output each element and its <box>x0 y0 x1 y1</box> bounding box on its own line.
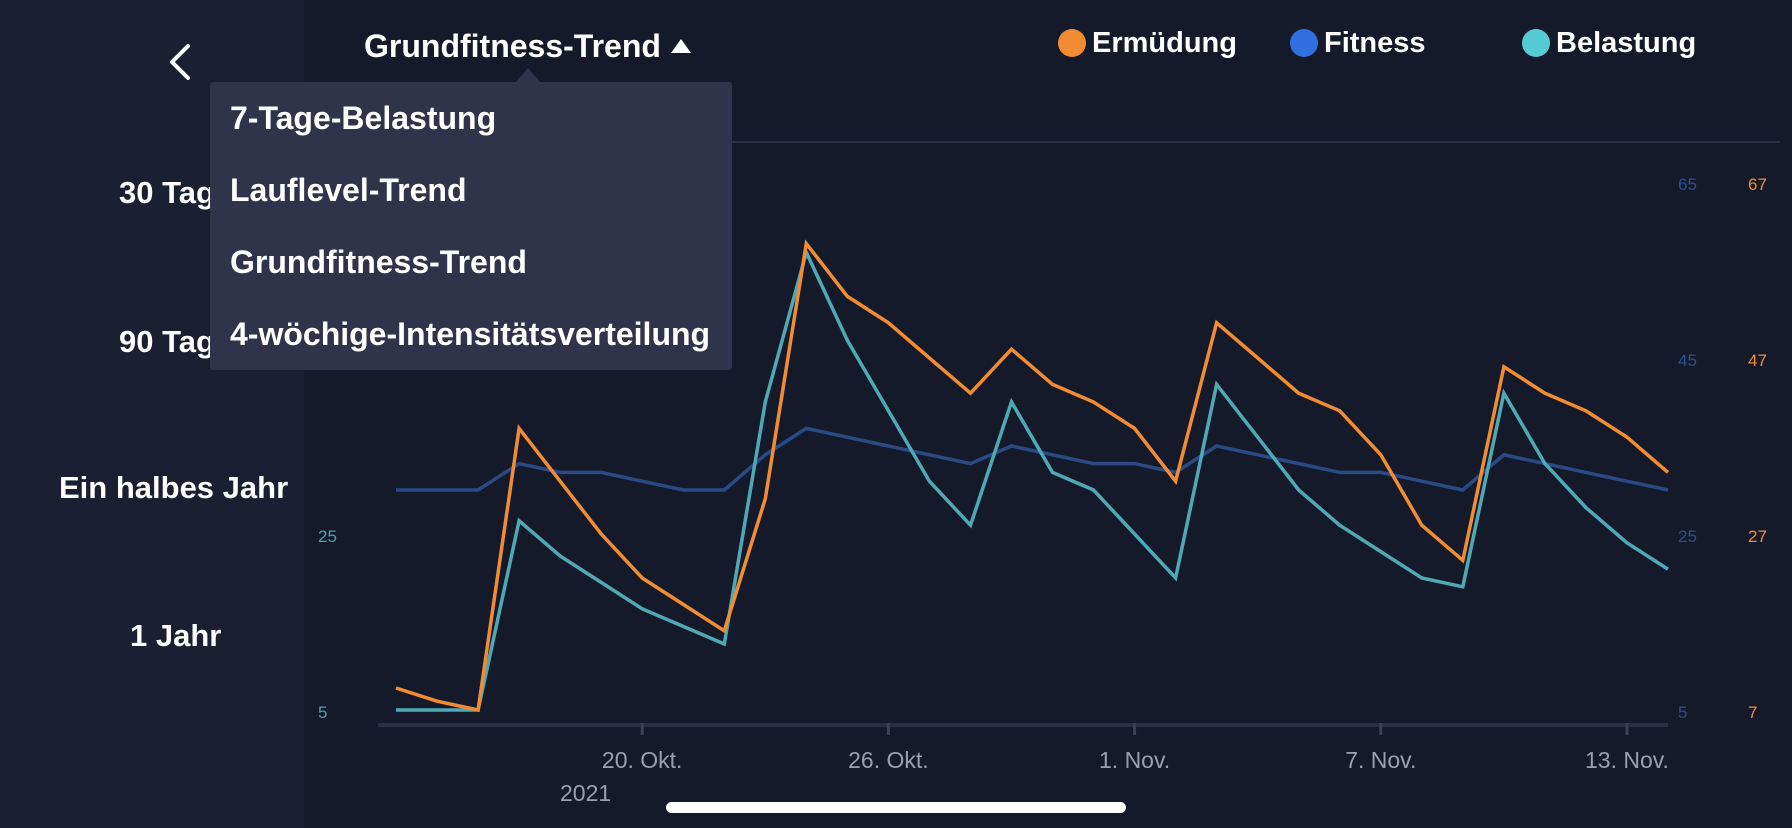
range-1-year[interactable]: 1 Jahr <box>130 618 222 653</box>
y-tick-fatigue: 7 <box>1748 703 1757 722</box>
y-tick-fitness: 5 <box>1678 703 1687 722</box>
legend-label-load: Belastung <box>1556 26 1697 59</box>
legend-item-load: Belastung <box>1522 25 1696 61</box>
x-tick-label: 7. Nov. <box>1345 747 1416 773</box>
x-tick-label: 13. Nov. <box>1585 747 1669 773</box>
y-tick-fatigue: 67 <box>1748 175 1767 194</box>
home-indicator <box>666 802 1126 813</box>
y-tick-fitness: 25 <box>1678 527 1697 546</box>
dropdown-item-running-level-trend[interactable]: Lauflevel-Trend <box>230 172 467 208</box>
series-line-load <box>396 247 1669 712</box>
y-tick-fatigue: 27 <box>1748 527 1767 546</box>
dropdown-item-4-week-intensity[interactable]: 4-wöchige-Intensitätsverteilung <box>230 316 711 352</box>
legend-label-fatigue: Ermüdung <box>1092 26 1237 59</box>
x-tick-label: 26. Okt. <box>848 747 929 773</box>
x-tick-label: 1. Nov. <box>1099 747 1170 773</box>
dropdown-pointer <box>516 68 540 82</box>
x-year-label: 2021 <box>560 780 611 806</box>
y-tick-fatigue: 47 <box>1748 351 1767 370</box>
dropdown-item-7-day-load[interactable]: 7-Tage-Belastung <box>230 100 497 136</box>
legend-item-fatigue: Ermüdung <box>1058 25 1237 61</box>
caret-up-icon <box>670 39 691 53</box>
legend-item-fitness: Fitness <box>1290 25 1426 61</box>
chart-type-selector[interactable]: Grundfitness-Trend <box>364 26 691 66</box>
dropdown-item-base-fitness-trend[interactable]: Grundfitness-Trend <box>230 244 527 280</box>
y-tick-fitness: 45 <box>1678 351 1697 370</box>
y-tick-fitness: 65 <box>1678 175 1697 194</box>
series-line-fatigue <box>395 239 1670 713</box>
legend-dot-fitness <box>1290 29 1318 57</box>
x-tick-label: 20. Okt. <box>602 747 683 773</box>
chevron-left-icon <box>170 44 190 80</box>
y-tick-load: 5 <box>318 703 327 722</box>
y-tick-load: 25 <box>318 527 337 546</box>
series-line-fitness <box>396 426 1669 492</box>
legend-dot-fatigue <box>1058 29 1086 57</box>
back-button[interactable] <box>160 40 200 84</box>
range-half-year[interactable]: Ein halbes Jahr <box>59 470 289 505</box>
legend-dot-load <box>1522 29 1550 57</box>
legend-label-fitness: Fitness <box>1324 26 1426 59</box>
chart-title: Grundfitness-Trend <box>364 27 661 64</box>
chart-type-dropdown: 7-Tage-Belastung Lauflevel-Trend Grundfi… <box>210 82 732 370</box>
